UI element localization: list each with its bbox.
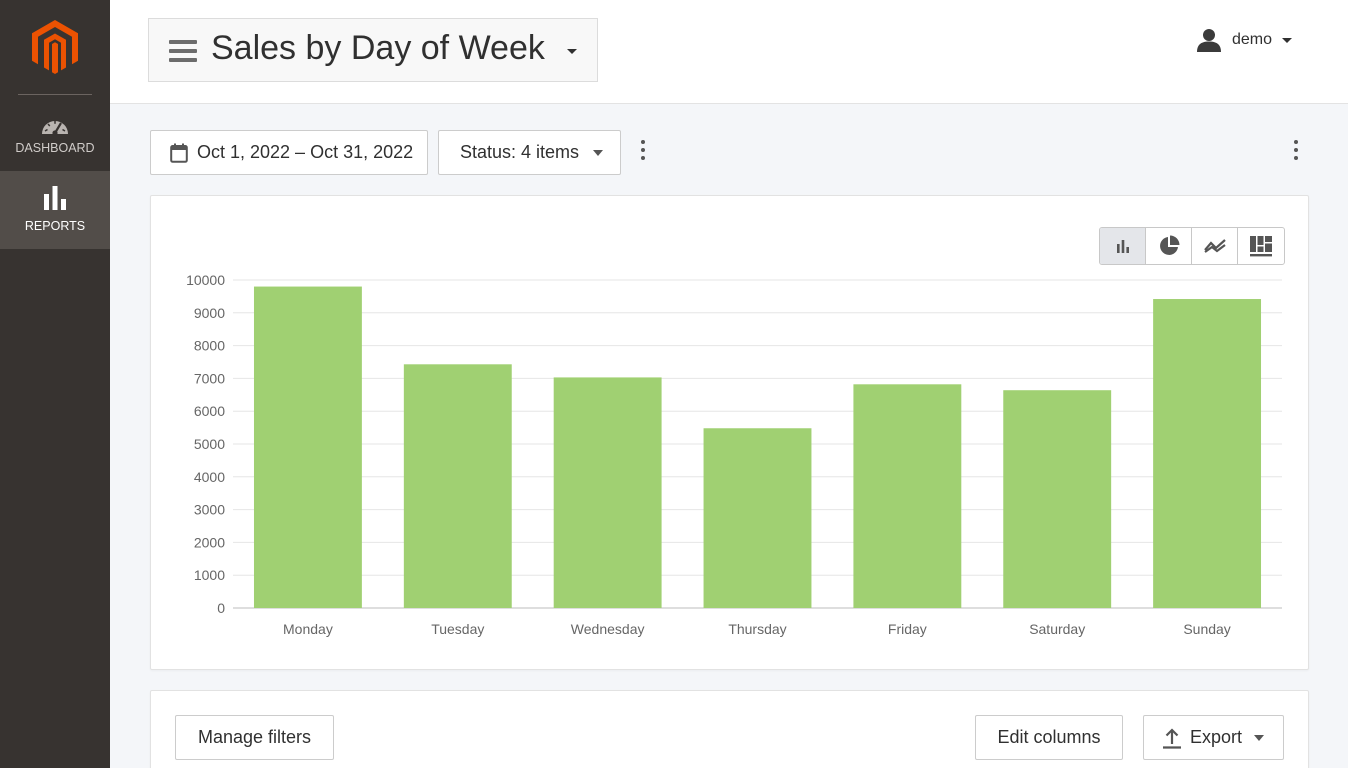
bar-thursday [703, 428, 812, 608]
treemap-toggle[interactable] [1238, 228, 1284, 264]
y-tick-label: 5000 [194, 436, 225, 452]
menu-icon [169, 40, 197, 62]
y-tick-label: 6000 [194, 403, 225, 419]
page-options-kebab-icon[interactable] [1291, 140, 1301, 162]
y-tick-label: 1000 [194, 567, 225, 583]
bar-chart: 0 1000 2000 3000 4000 5000 6000 7000 8000 9000 100… [186, 272, 1282, 637]
bar-chart-toggle[interactable] [1100, 228, 1146, 264]
y-tick-label: 9000 [194, 305, 225, 321]
export-label: Export [1190, 727, 1243, 747]
line-chart-toggle[interactable] [1192, 228, 1238, 264]
manage-filters-button[interactable]: Manage filters [175, 715, 334, 760]
manage-filters-label: Manage filters [197, 727, 312, 747]
y-tick-label: 2000 [194, 534, 225, 550]
treemap-icon [1249, 236, 1272, 257]
bar-chart-icon [1116, 240, 1129, 253]
status-filter-label: Status: 4 items [460, 142, 580, 162]
chart-type-switcher [1099, 227, 1285, 265]
filter-options-kebab-icon[interactable] [638, 140, 648, 162]
user-menu[interactable]: demo [1196, 28, 1293, 52]
y-tick-label: 4000 [194, 469, 225, 485]
bar-chart-icon [44, 186, 66, 210]
calendar-icon [170, 143, 188, 163]
chart-card: 0 1000 2000 3000 4000 5000 6000 7000 8000 9000 100… [150, 195, 1309, 670]
date-range-button[interactable]: Oct 1, 2022 – Oct 31, 2022 [150, 130, 428, 175]
y-tick-label: 10000 [186, 272, 225, 288]
y-tick-label: 8000 [194, 338, 225, 354]
line-chart-icon [1203, 239, 1226, 253]
bar-sunday [1153, 299, 1262, 608]
pie-chart-toggle[interactable] [1146, 228, 1192, 264]
page-header: Sales by Day of Week demo [110, 0, 1348, 104]
export-button[interactable]: Export [1143, 715, 1284, 760]
bar-wednesday [553, 377, 662, 608]
bar-tuesday [403, 364, 512, 608]
date-range-label: Oct 1, 2022 – Oct 31, 2022 [197, 142, 414, 162]
y-tick-label: 0 [217, 600, 225, 616]
speedometer-icon [42, 121, 68, 136]
sidebar: DASHBOARD REPORTS [0, 0, 110, 768]
magento-logo[interactable] [32, 20, 78, 74]
caret-down-icon [1254, 734, 1265, 741]
bar-friday [853, 384, 962, 608]
bar-monday [253, 286, 362, 608]
edit-columns-button[interactable]: Edit columns [975, 715, 1123, 760]
x-tick-label: Tuesday [431, 621, 484, 637]
caret-down-icon [567, 49, 577, 54]
sidebar-item-label: DASHBOARD [15, 141, 95, 155]
x-tick-label: Wednesday [571, 621, 645, 637]
edit-columns-label: Edit columns [997, 727, 1101, 747]
pie-chart-icon [1159, 235, 1179, 255]
sidebar-divider [18, 94, 92, 95]
sidebar-item-label: REPORTS [24, 219, 86, 233]
user-icon [1197, 29, 1221, 52]
y-tick-label: 7000 [194, 370, 225, 386]
upload-icon [1163, 727, 1181, 749]
sidebar-item-dashboard[interactable]: DASHBOARD [0, 104, 110, 182]
x-tick-label: Thursday [728, 621, 786, 637]
caret-down-icon [1282, 37, 1293, 43]
bar-saturday [1003, 390, 1112, 608]
page-title: Sales by Day of Week [211, 29, 545, 67]
report-selector[interactable]: Sales by Day of Week [148, 18, 598, 82]
y-tick-label: 3000 [194, 502, 225, 518]
caret-down-icon [593, 149, 604, 156]
user-name: demo [1232, 31, 1273, 48]
sidebar-item-reports[interactable]: REPORTS [0, 171, 110, 249]
x-tick-label: Saturday [1029, 621, 1085, 637]
x-tick-label: Friday [888, 621, 927, 637]
x-tick-label: Sunday [1183, 621, 1230, 637]
x-tick-label: Monday [283, 621, 333, 637]
status-filter-button[interactable]: Status: 4 items [438, 130, 621, 175]
